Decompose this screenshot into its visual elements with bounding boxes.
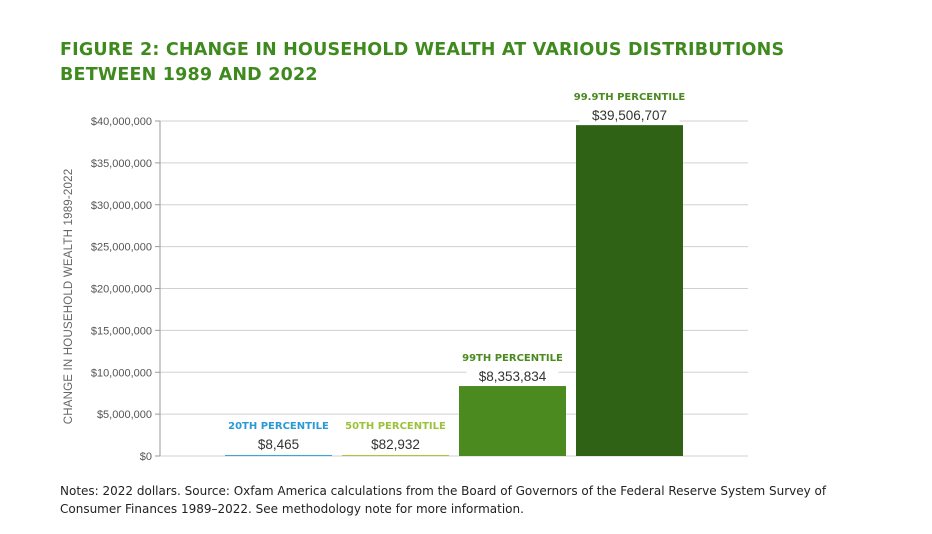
- y-tick-label: $25,000,000: [91, 242, 152, 254]
- bar-labels: $8,465 20TH PERCENTILE $82,932 50TH PERCENT…: [228, 92, 685, 453]
- value-label: $8,465: [258, 437, 299, 452]
- y-tick-label: $0: [140, 451, 152, 463]
- y-tick-label: $5,000,000: [97, 409, 152, 421]
- y-axis-label: CHANGE IN HOUSEHOLD WEALTH 1989-2022: [63, 169, 75, 425]
- bar: [342, 455, 449, 456]
- value-label-bg: [248, 434, 309, 453]
- value-label-bg: [579, 105, 680, 125]
- category-label: 99TH PERCENTILE: [462, 353, 563, 364]
- bar: [459, 386, 566, 456]
- y-tick-label: $20,000,000: [91, 284, 152, 296]
- category-label: 50TH PERCENTILE: [345, 421, 446, 432]
- value-label: $39,506,707: [592, 108, 667, 123]
- chart-title: FIGURE 2: CHANGE IN HOUSEHOLD WEALTH AT …: [60, 40, 785, 85]
- y-axis: $0 $5,000,000 $10,000,000 $15,000,000 $20,00…: [91, 116, 161, 463]
- value-label: $8,353,834: [479, 369, 547, 384]
- category-label: 20TH PERCENTILE: [228, 421, 329, 432]
- bars: [225, 125, 683, 456]
- y-tick-label: $10,000,000: [91, 367, 152, 379]
- value-label-bg: [466, 366, 559, 386]
- bar: [576, 125, 683, 456]
- value-label: $82,932: [371, 437, 420, 452]
- value-label-bg: [361, 434, 430, 453]
- y-tick-label: $30,000,000: [91, 200, 152, 212]
- bar: [225, 455, 332, 456]
- chart-notes: Notes: 2022 dollars. Source: Oxfam Ameri…: [60, 484, 827, 516]
- y-tick-label: $15,000,000: [91, 325, 152, 337]
- y-tick-label: $40,000,000: [91, 116, 152, 128]
- y-tick-label: $35,000,000: [91, 158, 152, 170]
- category-label: 99.9TH PERCENTILE: [574, 92, 686, 103]
